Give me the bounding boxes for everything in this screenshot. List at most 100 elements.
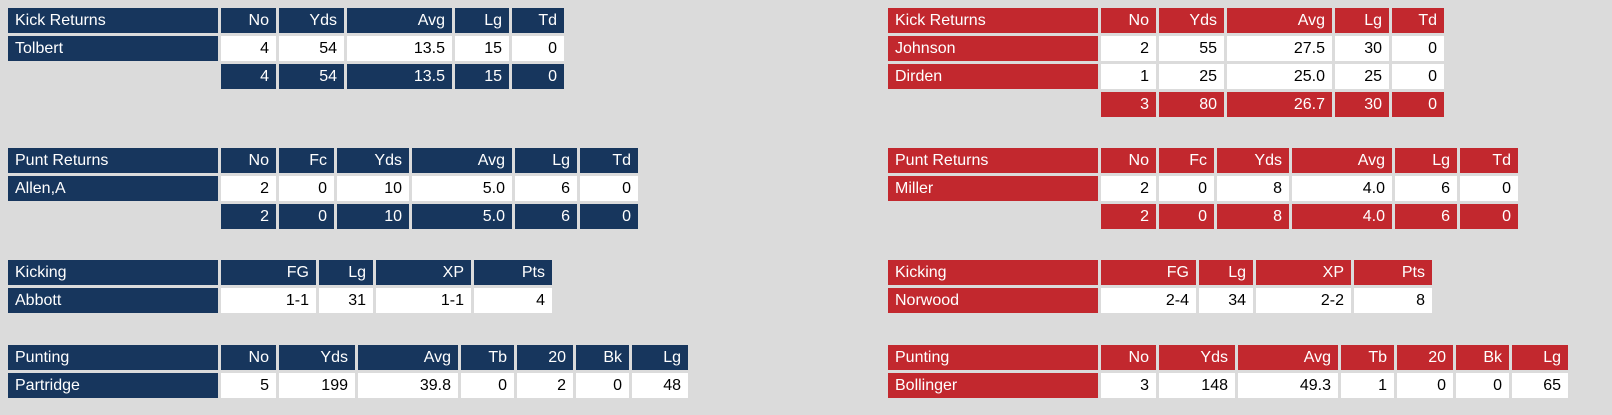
stat-value-cell: 30 [1335, 36, 1389, 61]
table-title: Punt Returns [8, 148, 218, 173]
stat-table: Punting No Yds Avg Tb 20 Bk Lg Bollinger 3 148 49.3… [885, 342, 1571, 401]
total-value-cell: 0 [1392, 92, 1444, 117]
kick-returns-table-right: Kick Returns No Yds Avg Lg Td Johnson 2 55 27.5 30… [885, 5, 1447, 120]
table-title: Kicking [8, 260, 218, 285]
totals-spacer [8, 204, 218, 229]
player-name-cell: Norwood [888, 288, 1098, 313]
player-row: Bollinger 3 148 49.3 1 0 0 65 [888, 373, 1568, 398]
stat-value-cell: 25 [1159, 64, 1224, 89]
stat-value-cell: 1 [1341, 373, 1394, 398]
player-row: Norwood 2-4 34 2-2 8 [888, 288, 1432, 313]
stat-value-cell: 39.8 [358, 373, 458, 398]
column-header: Td [580, 148, 638, 173]
stat-value-cell: 0 [1456, 373, 1509, 398]
stat-value-cell: 15 [455, 36, 509, 61]
column-header: Avg [358, 345, 458, 370]
stat-table: Punt Returns No Fc Yds Avg Lg Td Allen,A 2 0 10 5.0… [5, 145, 641, 232]
stat-value-cell: 0 [580, 176, 638, 201]
header-row: Punting No Yds Avg Tb 20 Bk Lg [888, 345, 1568, 370]
column-header: FG [1101, 260, 1196, 285]
column-header: Yds [1217, 148, 1289, 173]
stat-value-cell: 25.0 [1227, 64, 1332, 89]
column-header: Yds [337, 148, 409, 173]
visitor-team-stats-column: Kick Returns No Yds Avg Lg Td Johnson 2 55 27.5 30… [885, 0, 1605, 415]
stat-value-cell: 54 [279, 36, 344, 61]
stat-value-cell: 27.5 [1227, 36, 1332, 61]
header-row: Punt Returns No Fc Yds Avg Lg Td [888, 148, 1518, 173]
stat-table: Punt Returns No Fc Yds Avg Lg Td Miller 2 0 8 4.0 6 0… [885, 145, 1521, 232]
total-value-cell: 0 [512, 64, 564, 89]
stat-value-cell: 6 [1395, 176, 1457, 201]
stat-table: Kick Returns No Yds Avg Lg Td Tolbert 4 54 13.5 15… [5, 5, 567, 92]
column-header: Yds [1159, 8, 1224, 33]
column-header: Fc [279, 148, 334, 173]
column-header: Avg [1227, 8, 1332, 33]
player-name-cell: Dirden [888, 64, 1098, 89]
stat-value-cell: 2-2 [1256, 288, 1351, 313]
stat-value-cell: 1-1 [221, 288, 316, 313]
stat-value-cell: 1-1 [376, 288, 471, 313]
column-header: Avg [347, 8, 452, 33]
totals-row: 3 80 26.7 30 0 [888, 92, 1444, 117]
column-header: 20 [517, 345, 573, 370]
stat-value-cell: 55 [1159, 36, 1224, 61]
home-team-stats-column: Kick Returns No Yds Avg Lg Td Tolbert 4 54 13.5 15… [5, 0, 725, 415]
column-header: Pts [1354, 260, 1432, 285]
player-row: Abbott 1-1 31 1-1 4 [8, 288, 552, 313]
total-value-cell: 4 [221, 64, 276, 89]
kicking-table-right: Kicking FG Lg XP Pts Norwood 2-4 34 2-2 8 [885, 257, 1435, 316]
column-header: Tb [1341, 345, 1394, 370]
stat-value-cell: 0 [1159, 176, 1214, 201]
column-header: No [221, 345, 276, 370]
total-value-cell: 4.0 [1292, 204, 1392, 229]
header-row: Punt Returns No Fc Yds Avg Lg Td [8, 148, 638, 173]
punting-table-left: Punting No Yds Avg Tb 20 Bk Lg Partridge 5 199 39.8… [5, 342, 691, 401]
column-header: 20 [1397, 345, 1453, 370]
stat-table: Kicking FG Lg XP Pts Norwood 2-4 34 2-2 8 [885, 257, 1435, 316]
player-row: Allen,A 2 0 10 5.0 6 0 [8, 176, 638, 201]
stat-value-cell: 199 [279, 373, 355, 398]
stat-value-cell: 2 [221, 176, 276, 201]
total-value-cell: 0 [1460, 204, 1518, 229]
total-value-cell: 3 [1101, 92, 1156, 117]
player-row: Partridge 5 199 39.8 0 2 0 48 [8, 373, 688, 398]
column-header: Td [1460, 148, 1518, 173]
stat-value-cell: 148 [1159, 373, 1235, 398]
totals-spacer [8, 64, 218, 89]
stat-value-cell: 3 [1101, 373, 1156, 398]
stat-value-cell: 0 [512, 36, 564, 61]
stat-value-cell: 25 [1335, 64, 1389, 89]
stat-value-cell: 0 [461, 373, 514, 398]
column-header: Tb [461, 345, 514, 370]
column-header: Lg [1335, 8, 1389, 33]
column-header: Yds [1159, 345, 1235, 370]
stat-value-cell: 0 [279, 176, 334, 201]
total-value-cell: 2 [221, 204, 276, 229]
column-header: Yds [279, 8, 344, 33]
stat-value-cell: 1 [1101, 64, 1156, 89]
player-name-cell: Partridge [8, 373, 218, 398]
stat-value-cell: 2-4 [1101, 288, 1196, 313]
kicking-table-left: Kicking FG Lg XP Pts Abbott 1-1 31 1-1 4 [5, 257, 555, 316]
stat-value-cell: 0 [576, 373, 629, 398]
stat-value-cell: 2 [517, 373, 573, 398]
header-row: Punting No Yds Avg Tb 20 Bk Lg [8, 345, 688, 370]
kick-returns-table-left: Kick Returns No Yds Avg Lg Td Tolbert 4 54 13.5 15… [5, 5, 567, 92]
stat-value-cell: 8 [1217, 176, 1289, 201]
total-value-cell: 80 [1159, 92, 1224, 117]
column-header: XP [376, 260, 471, 285]
header-row: Kicking FG Lg XP Pts [888, 260, 1432, 285]
total-value-cell: 6 [1395, 204, 1457, 229]
totals-row: 2 0 8 4.0 6 0 [888, 204, 1518, 229]
punt-returns-table-left: Punt Returns No Fc Yds Avg Lg Td Allen,A 2 0 10 5.0… [5, 145, 641, 232]
player-name-cell: Miller [888, 176, 1098, 201]
total-value-cell: 15 [455, 64, 509, 89]
column-header: Lg [1395, 148, 1457, 173]
column-header: Pts [474, 260, 552, 285]
total-value-cell: 8 [1217, 204, 1289, 229]
column-header: FG [221, 260, 316, 285]
player-name-cell: Tolbert [8, 36, 218, 61]
totals-row: 4 54 13.5 15 0 [8, 64, 564, 89]
total-value-cell: 5.0 [412, 204, 512, 229]
stat-value-cell: 48 [632, 373, 688, 398]
